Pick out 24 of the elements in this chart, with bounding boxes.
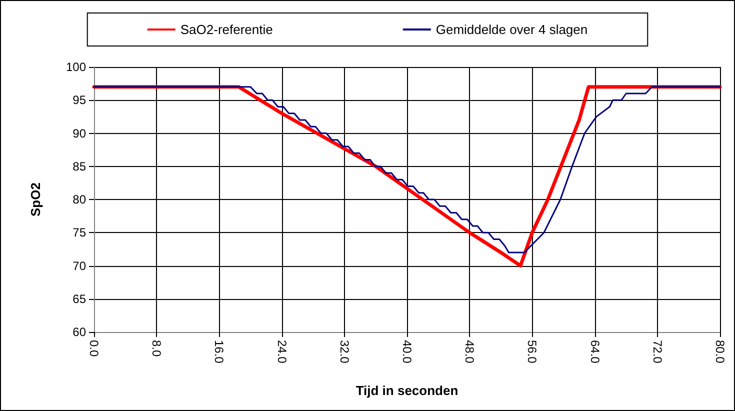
- x-tick-label: 64.0: [588, 340, 602, 364]
- legend-label: SaO2-referentie: [180, 22, 273, 37]
- x-tick-label: 40.0: [400, 340, 414, 364]
- y-tick-label: 80: [72, 192, 86, 206]
- y-tick-label: 75: [72, 226, 86, 240]
- y-tick-label: 70: [72, 258, 86, 273]
- y-axis-title: SpO2: [28, 182, 43, 216]
- y-tick-label: 90: [72, 126, 86, 140]
- x-tick-label: 16.0: [212, 340, 226, 364]
- y-tick-label: 95: [72, 93, 86, 108]
- x-tick-label: 80.0: [713, 340, 727, 364]
- x-axis-title: Tijd in seconden: [356, 383, 458, 398]
- x-tick-label: 48.0: [462, 340, 477, 364]
- legend-label: Gemiddelde over 4 slagen: [436, 22, 588, 37]
- x-tick-label: 32.0: [337, 340, 352, 364]
- x-tick-label: 72.0: [650, 340, 664, 364]
- x-tick-label: 56.0: [525, 340, 540, 364]
- y-tick-label: 85: [72, 159, 86, 174]
- x-tick-label: 8.0: [150, 340, 164, 358]
- x-tick-label: 24.0: [274, 340, 289, 364]
- x-tick-label: 0.0: [87, 340, 101, 358]
- y-tick-label: 60: [72, 325, 86, 339]
- y-tick-label: 100: [66, 60, 86, 74]
- y-tick-label: 65: [72, 292, 86, 306]
